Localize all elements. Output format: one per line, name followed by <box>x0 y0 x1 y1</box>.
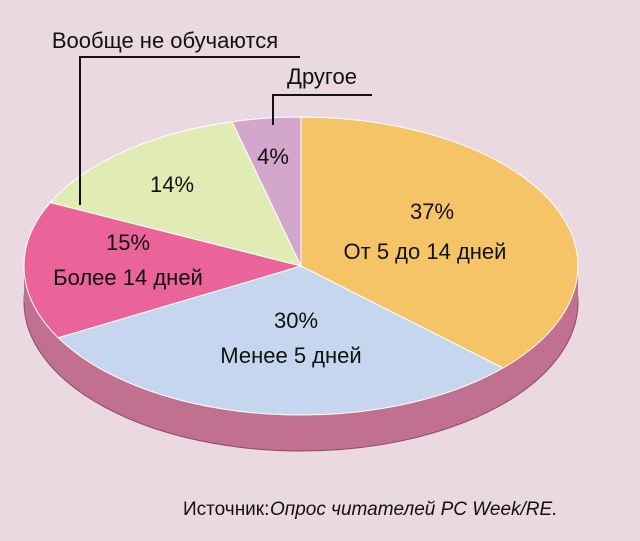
slice-name: Менее 5 дней <box>220 343 361 368</box>
slice-name: Другое <box>287 64 357 89</box>
leader-line <box>79 56 300 205</box>
pie <box>23 116 579 452</box>
slice-name: Более 14 дней <box>53 265 203 290</box>
pie-slice <box>49 121 302 267</box>
pie-slice <box>23 201 303 339</box>
value-label: 4% <box>257 144 289 169</box>
pie-slice <box>231 116 302 267</box>
value-label: 30% <box>274 308 318 333</box>
leader-line <box>272 94 372 125</box>
source-label: Источник: <box>183 499 269 520</box>
slice-name: Вообще не обучаются <box>52 28 278 53</box>
pie-slice <box>57 265 504 416</box>
value-label: 37% <box>410 199 454 224</box>
value-label: 14% <box>150 172 194 197</box>
pie-slice <box>300 116 579 369</box>
source: Опрос читателей PC Week/RE. <box>270 499 557 520</box>
slice-name: От 5 до 14 дней <box>344 239 507 264</box>
value-label: 15% <box>106 230 150 255</box>
